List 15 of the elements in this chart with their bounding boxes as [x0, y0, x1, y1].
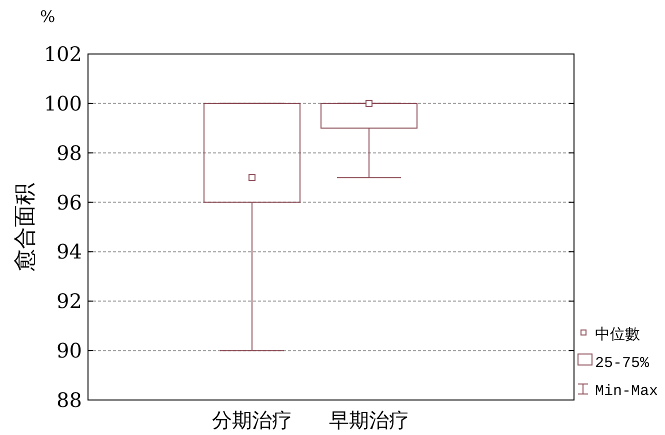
- text: Min-Max: [595, 383, 658, 400]
- y-tick-label: 92: [56, 289, 82, 314]
- x-tick-label: 分期治疗: [212, 408, 292, 432]
- y-tick-label: 102: [44, 42, 82, 66]
- text: 中位數: [595, 326, 640, 344]
- y-tick-label: 100: [44, 91, 82, 116]
- y-tick-label: 94: [56, 240, 82, 264]
- text: %: [40, 7, 56, 26]
- y-tick-label: 98: [56, 140, 82, 165]
- text: 25-75%: [595, 355, 650, 372]
- y-tick-label: 88: [56, 388, 82, 412]
- y-axis-title: 愈合面积: [13, 183, 38, 272]
- y-tick-label: 96: [56, 190, 82, 214]
- x-tick-label: 早期治疗: [329, 408, 409, 432]
- y-tick-label: 90: [56, 338, 82, 363]
